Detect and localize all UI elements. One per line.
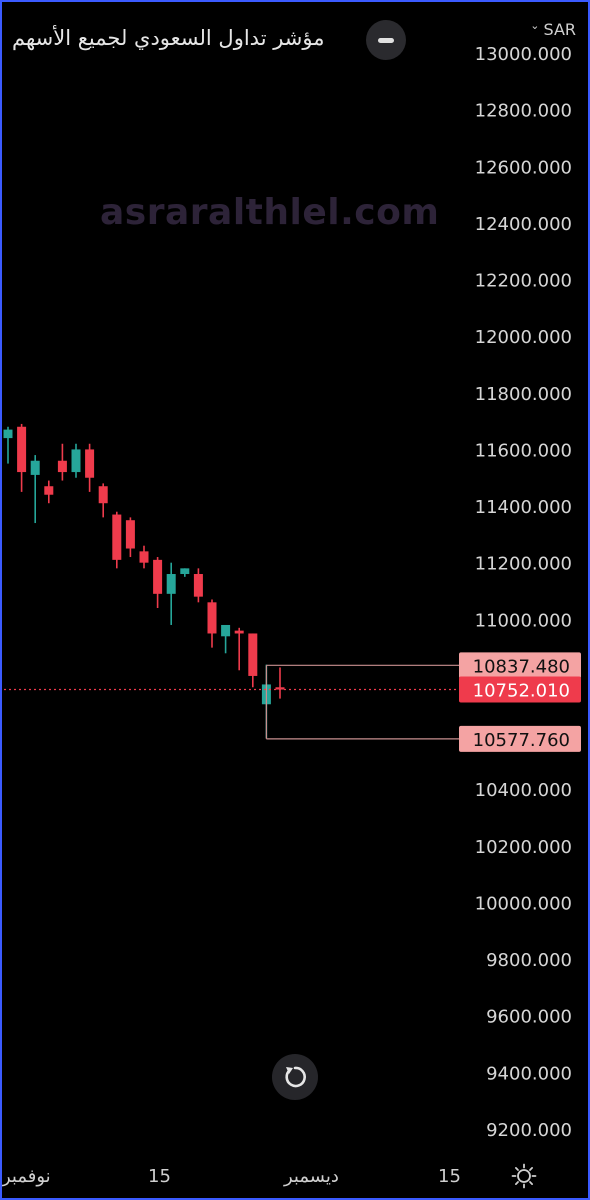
y-tick-label: 10200.000: [475, 837, 572, 858]
candle-body: [71, 449, 81, 473]
collapse-button[interactable]: [366, 20, 406, 60]
candle-body: [98, 486, 108, 504]
candle-body: [234, 630, 244, 634]
y-tick-label: 12000.000: [475, 327, 572, 348]
y-tick-label: 11800.000: [475, 384, 572, 405]
currency-label: SAR: [543, 20, 576, 39]
y-tick-label: 9400.000: [486, 1063, 572, 1084]
y-tick-label: 11400.000: [475, 497, 572, 518]
y-tick-label: 12800.000: [475, 101, 572, 122]
currency-selector[interactable]: ⌄ SAR: [530, 19, 576, 40]
x-axis-label-15-dec: 15: [438, 1166, 461, 1187]
candle-body: [207, 602, 217, 634]
current-price-marker: [459, 676, 581, 703]
x-axis-label-december: ديسمبر: [284, 1166, 339, 1187]
candle-body: [166, 574, 176, 594]
watermark: asraralthlel.com: [100, 192, 440, 233]
price-marker: [459, 652, 581, 679]
y-tick-label: 12400.000: [475, 214, 572, 235]
reset-chart-button[interactable]: [272, 1054, 318, 1100]
minus-icon: [378, 37, 394, 43]
chart-title: مؤشر تداول السعودي لجميع الأسهم: [12, 26, 325, 50]
y-tick-label: 10000.000: [475, 893, 572, 914]
candle-body: [57, 460, 67, 473]
price-marker-label: 10837.480: [473, 656, 570, 677]
x-axis-label-15-nov: 15: [148, 1166, 171, 1187]
y-tick-label: 10400.000: [475, 780, 572, 801]
y-tick-label: 12600.000: [475, 157, 572, 178]
candle-body: [248, 633, 258, 676]
candle-body: [3, 429, 13, 439]
price-marker-label: 10577.760: [473, 730, 570, 751]
chart-settings-button[interactable]: [510, 1162, 538, 1190]
candle-body: [275, 687, 285, 690]
candle-body: [193, 574, 203, 597]
candle-body: [139, 551, 149, 563]
y-tick-label: 11000.000: [475, 610, 572, 631]
y-tick-label: 9200.000: [486, 1120, 572, 1141]
reset-icon: [285, 1066, 306, 1088]
y-tick-label: 11200.000: [475, 554, 572, 575]
candle-body: [85, 449, 95, 478]
chevron-down-icon: ⌄: [530, 19, 540, 32]
candle-body: [221, 624, 231, 637]
price-marker: [459, 725, 581, 752]
candle-body: [112, 514, 122, 560]
candle-body: [17, 426, 27, 473]
sun-settings-icon: [511, 1163, 537, 1189]
candle-body: [30, 460, 40, 475]
y-tick-label: 9600.000: [486, 1007, 572, 1028]
candle-body: [153, 559, 163, 594]
y-tick-label: 9800.000: [486, 950, 572, 971]
y-tick-label: 12200.000: [475, 271, 572, 292]
y-tick-label: 11600.000: [475, 440, 572, 461]
candle-body: [125, 520, 135, 549]
chart-header: مؤشر تداول السعودي لجميع الأسهم ⌄ SAR: [10, 20, 580, 60]
current-price-label: 10752.010: [473, 681, 570, 702]
y-tick-label: 13000.000: [475, 44, 572, 65]
x-axis-label-november: نوفمبر: [2, 1166, 51, 1187]
candle-body: [44, 486, 54, 495]
candle-body: [180, 568, 190, 575]
